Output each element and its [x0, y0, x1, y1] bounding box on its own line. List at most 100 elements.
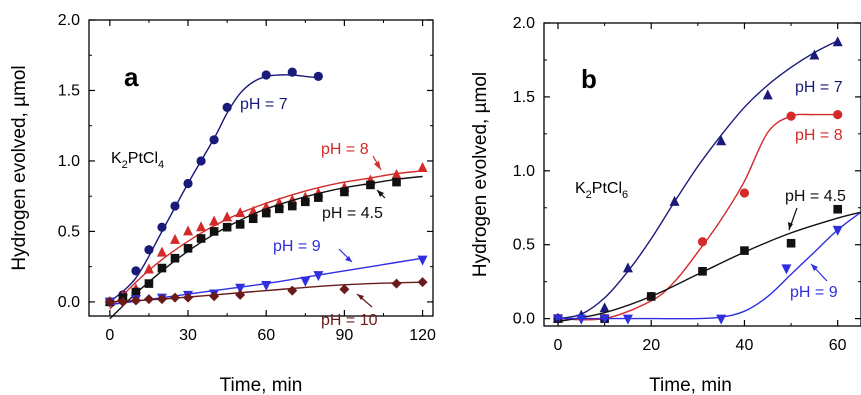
- data-point: [156, 246, 167, 257]
- data-point: [786, 238, 796, 248]
- x-tick-label: 20: [642, 337, 660, 354]
- data-point: [832, 225, 843, 236]
- panel-b: 0 20 40 60 0.0 0.5 1.0 1.5 2.0 Time, min Hydrogen …: [470, 15, 861, 395]
- series-5: [104, 277, 428, 307]
- series-line: [557, 211, 861, 323]
- data-point: [104, 296, 115, 307]
- data-point: [833, 110, 843, 120]
- data-point: [740, 246, 749, 255]
- series-1: [105, 67, 323, 307]
- data-point: [235, 220, 245, 229]
- x-tick-label: 0: [105, 327, 114, 344]
- y-tick-label: 0.0: [58, 294, 80, 311]
- data-point: [314, 193, 323, 202]
- data-point: [599, 314, 610, 325]
- data-point: [131, 266, 141, 276]
- y-tick-label: 0.5: [58, 223, 80, 240]
- data-point: [143, 263, 154, 274]
- panel-a-label-ph8: pH = 8: [321, 141, 369, 158]
- data-point: [599, 302, 610, 313]
- y-tick-label: 2.0: [513, 15, 535, 32]
- data-point: [130, 295, 141, 306]
- x-tick-label: 30: [179, 327, 197, 344]
- data-point: [646, 292, 656, 301]
- data-point: [274, 204, 284, 214]
- panel-a: 0 30 60 90 120 0.0 0.5 1.0 1.5 2.0 Time, min Hydrog…: [9, 12, 436, 395]
- y-tick-label: 0.0: [513, 311, 535, 328]
- data-point: [183, 292, 194, 303]
- y-tick-label: 0.5: [513, 237, 535, 254]
- data-point: [313, 271, 324, 282]
- data-point: [622, 262, 633, 273]
- data-point: [739, 188, 750, 198]
- data-point: [781, 264, 792, 275]
- data-point: [300, 276, 311, 287]
- data-point: [786, 111, 796, 121]
- panel-b-compound-label: K2PtCl6: [575, 180, 628, 201]
- x-axis-title: Time, min: [649, 375, 732, 395]
- x-tick-label: 0: [554, 337, 563, 354]
- data-point: [716, 135, 727, 146]
- y-tick-label: 2.0: [58, 12, 80, 29]
- data-point: [157, 263, 167, 273]
- x-tick-label: 40: [736, 337, 754, 354]
- data-point: [183, 178, 193, 189]
- data-point: [222, 211, 233, 222]
- plot-area: 0 30 60 90 120 0.0 0.5 1.0 1.5 2.0 Time, min Hydrog…: [9, 12, 436, 395]
- data-point: [196, 156, 206, 166]
- data-point: [716, 314, 727, 325]
- data-point: [697, 237, 708, 247]
- data-point: [832, 36, 843, 47]
- data-point: [131, 287, 141, 297]
- y-axis-title: Hydrogen evolved, µmol: [470, 72, 491, 277]
- data-point: [183, 225, 194, 236]
- panel-b-label: b: [581, 64, 597, 94]
- x-tick-label: 60: [829, 337, 847, 354]
- panel-a-label-ph9: pH = 9: [273, 238, 321, 255]
- panel-a-label-ph7: pH = 7: [240, 96, 288, 113]
- panel-a-label: a: [124, 62, 139, 92]
- data-point: [170, 201, 180, 211]
- data-point: [576, 314, 587, 325]
- data-point: [417, 255, 428, 266]
- data-point: [235, 207, 246, 218]
- data-point: [235, 283, 246, 294]
- data-point: [622, 314, 633, 325]
- data-point: [287, 285, 298, 296]
- series-4: [552, 211, 861, 325]
- panel-b-label-ph7: pH = 7: [795, 79, 843, 96]
- data-point: [209, 291, 220, 302]
- data-point: [156, 294, 167, 305]
- data-point: [143, 294, 154, 305]
- y-tick-label: 1.0: [513, 163, 535, 180]
- data-point: [340, 187, 349, 197]
- series-line: [558, 211, 861, 320]
- data-point: [196, 221, 207, 232]
- data-point: [392, 177, 401, 187]
- data-point: [144, 279, 154, 288]
- plot-area: 0 20 40 60 0.0 0.5 1.0 1.5 2.0 Time, min Hydrogen …: [470, 15, 861, 395]
- panel-a-compound-label: K2PtCl4: [111, 150, 164, 171]
- series-line: [557, 40, 839, 320]
- data-point: [222, 102, 232, 112]
- data-point: [391, 278, 402, 289]
- plot-frame: [543, 22, 861, 327]
- panel-b-label-arrows: [788, 207, 828, 282]
- panel-a-label-arrows: [338, 155, 386, 308]
- data-point: [261, 208, 271, 218]
- data-point: [391, 169, 402, 180]
- data-point: [287, 201, 297, 211]
- y-tick-label: 1.5: [513, 89, 535, 106]
- x-tick-label: 120: [409, 327, 436, 344]
- series-line: [557, 113, 838, 321]
- y-axis-title: Hydrogen evolved, µmol: [9, 65, 30, 270]
- data-point: [313, 71, 323, 81]
- y-tick-label: 1.5: [58, 82, 80, 99]
- x-axis-title: Time, min: [220, 375, 303, 395]
- data-point: [209, 135, 219, 145]
- data-point: [235, 289, 246, 300]
- data-point: [170, 253, 180, 263]
- panel-b-label-ph8: pH = 8: [795, 127, 843, 144]
- data-point: [339, 284, 350, 295]
